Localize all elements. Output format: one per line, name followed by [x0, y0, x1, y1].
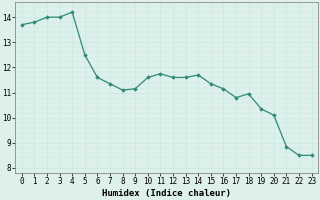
X-axis label: Humidex (Indice chaleur): Humidex (Indice chaleur) — [102, 189, 231, 198]
